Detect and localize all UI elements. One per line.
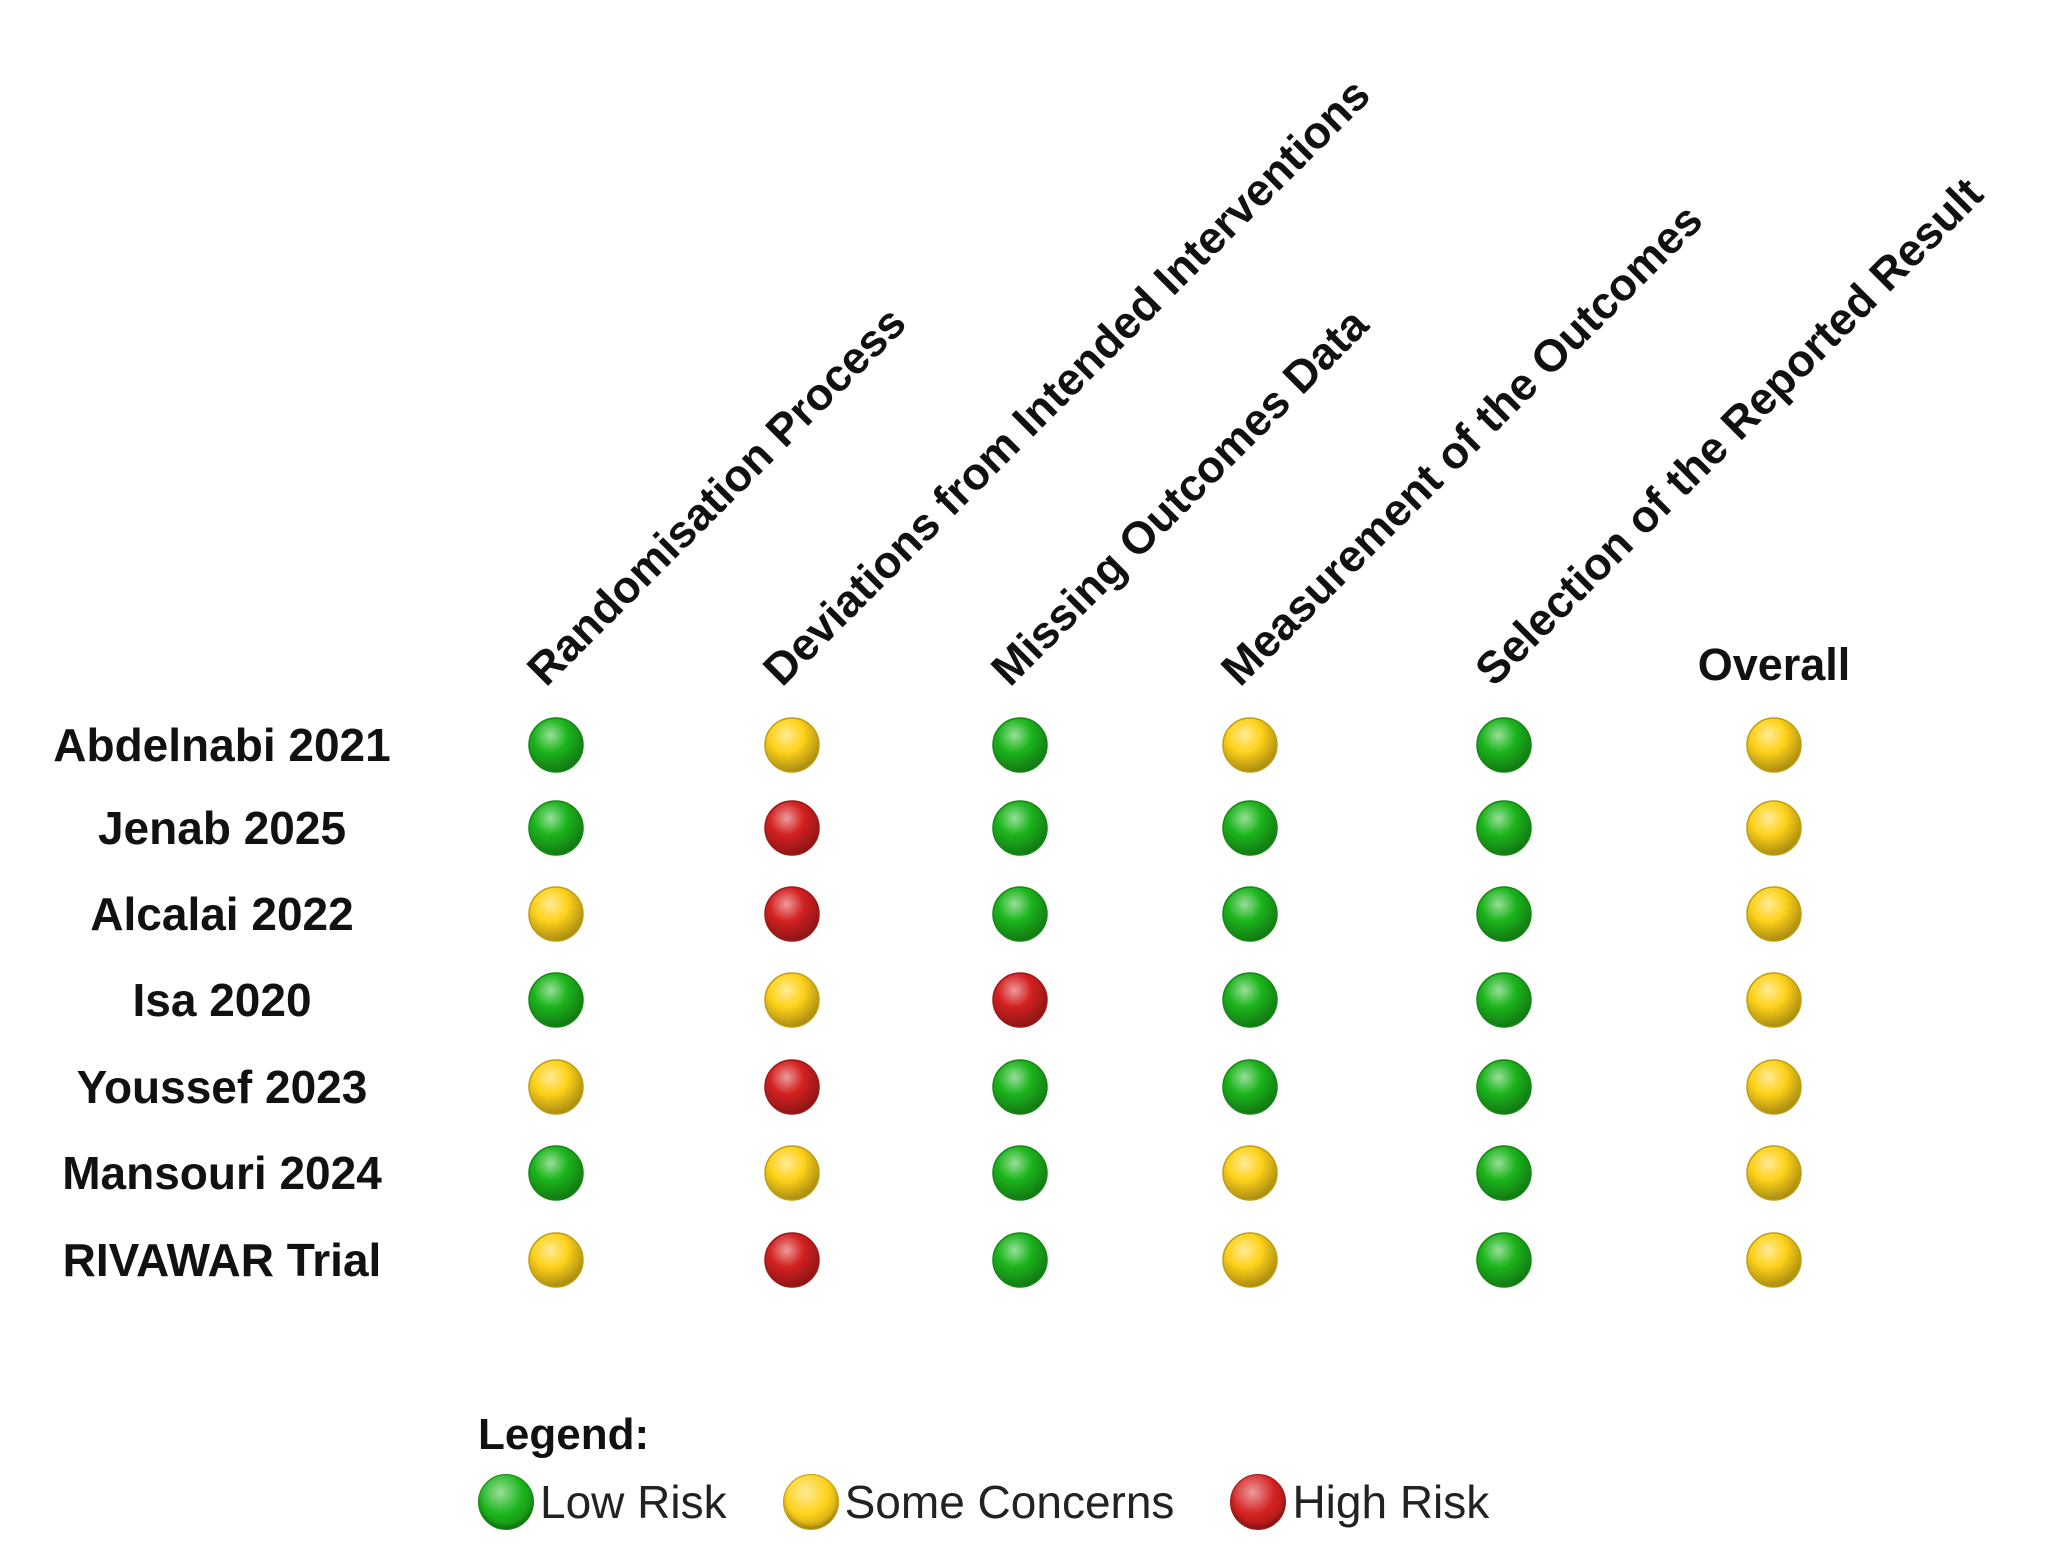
rating-dot-low — [992, 1232, 1048, 1288]
rating-dot-low — [1476, 1232, 1532, 1288]
rating-dot-some — [528, 1059, 584, 1115]
rating-dot-high — [764, 1232, 820, 1288]
rating-dot-some — [1746, 1059, 1802, 1115]
domain-header-d4: Measurement of the Outcomes — [1211, 194, 1712, 695]
rating-dot-some — [1746, 717, 1802, 773]
domain-header-d3: Missing Outcomes Data — [981, 298, 1378, 695]
study-label: Isa 2020 — [132, 974, 311, 1026]
rating-dot-some — [528, 1232, 584, 1288]
rating-dot-low — [528, 717, 584, 773]
rating-dot-low — [528, 972, 584, 1028]
legend-item-high-risk: High Risk — [1230, 1474, 1489, 1530]
study-label: Alcalai 2022 — [90, 888, 353, 940]
legend: Low Risk Some Concerns High Risk — [478, 1472, 1489, 1532]
study-label: RIVAWAR Trial — [63, 1234, 382, 1286]
rating-dot-low — [992, 886, 1048, 942]
rating-dot-some — [1746, 800, 1802, 856]
rating-dot-low — [1222, 886, 1278, 942]
rating-dot-low — [1476, 886, 1532, 942]
high-risk-dot-icon — [1230, 1474, 1287, 1530]
study-label: Mansouri 2024 — [62, 1147, 382, 1199]
study-labels: Abdelnabi 2021 Jenab 2025 Alcalai 2022 Isa … — [53, 719, 390, 1286]
domain-header-d1: Randomisation Process — [517, 297, 916, 696]
legend-item-low-risk: Low Risk — [478, 1474, 727, 1530]
rating-dot-low — [1476, 717, 1532, 773]
legend-label: Low Risk — [540, 1476, 727, 1528]
rating-dot-some — [1746, 886, 1802, 942]
study-label: Youssef 2023 — [77, 1061, 368, 1113]
rating-dot-some — [764, 972, 820, 1028]
rating-dot-some — [1746, 1145, 1802, 1201]
some-concerns-dot-icon — [782, 1474, 839, 1530]
domain-header-d5: Selection of the Reported Result — [1465, 168, 1993, 696]
rating-dot-high — [764, 886, 820, 942]
rating-dot-high — [764, 1059, 820, 1115]
rating-dot-low — [528, 1145, 584, 1201]
rating-dot-some — [1746, 1232, 1802, 1288]
rating-dot-low — [1476, 972, 1532, 1028]
legend-label: High Risk — [1292, 1476, 1490, 1528]
legend-label: Some Concerns — [844, 1476, 1175, 1528]
rating-dots — [528, 717, 1802, 1288]
rating-dot-low — [1476, 1059, 1532, 1115]
rating-dot-low — [992, 1059, 1048, 1115]
rating-dot-low — [1222, 800, 1278, 856]
rating-dot-low — [528, 800, 584, 856]
legend-title: Legend: — [478, 1410, 650, 1459]
rating-dot-high — [764, 800, 820, 856]
rating-dot-some — [1222, 1232, 1278, 1288]
rating-dot-some — [1746, 972, 1802, 1028]
rating-dot-some — [528, 886, 584, 942]
rating-dot-some — [1222, 717, 1278, 773]
study-label: Jenab 2025 — [98, 802, 346, 854]
rating-dot-low — [992, 800, 1048, 856]
rating-dot-some — [1222, 1145, 1278, 1201]
rating-dot-low — [1476, 800, 1532, 856]
rating-dot-some — [764, 1145, 820, 1201]
rating-dot-some — [764, 717, 820, 773]
rating-dot-high — [992, 972, 1048, 1028]
legend-item-some-concerns: Some Concerns — [782, 1474, 1175, 1530]
rating-dot-low — [992, 717, 1048, 773]
low-risk-dot-icon — [478, 1474, 534, 1530]
rating-dot-low — [992, 1145, 1048, 1201]
rating-dot-low — [1222, 1059, 1278, 1115]
study-label: Abdelnabi 2021 — [53, 719, 390, 771]
domain-header-overall: Overall — [1698, 639, 1851, 690]
rating-dot-low — [1222, 972, 1278, 1028]
rating-dot-low — [1476, 1145, 1532, 1201]
